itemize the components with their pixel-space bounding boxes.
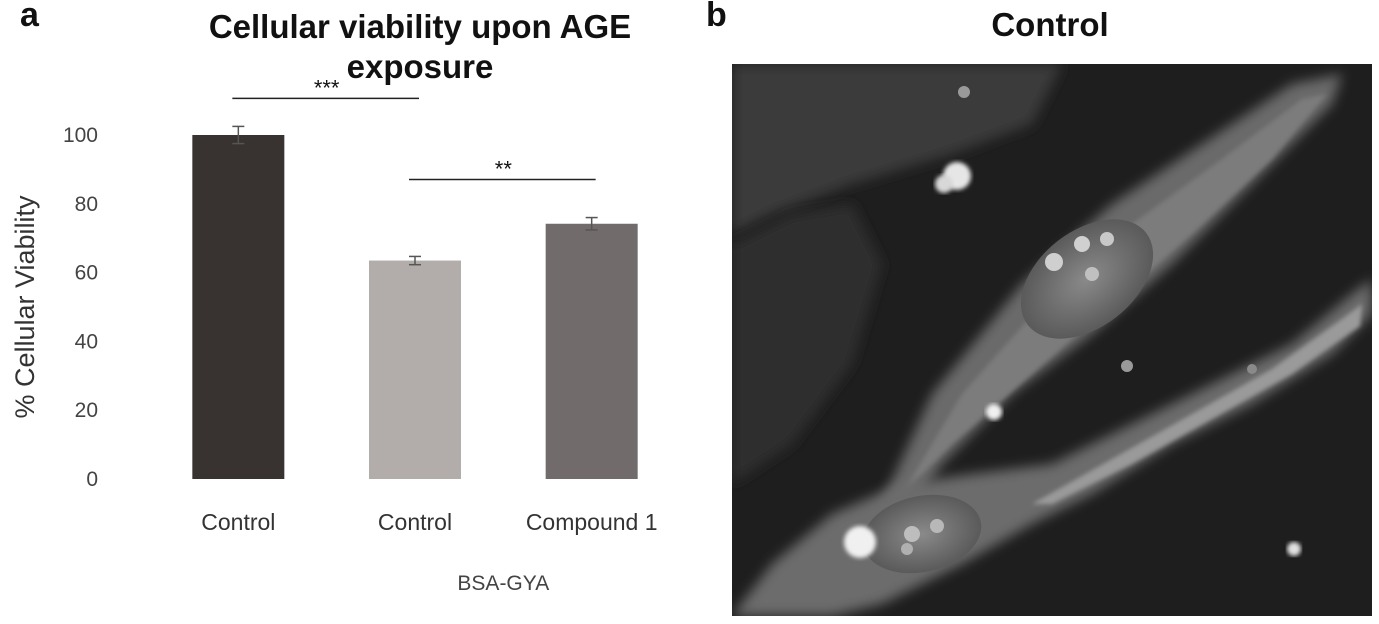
chart-title-line: Cellular viability upon AGE (209, 8, 631, 45)
panel-a-label: a (20, 0, 39, 34)
bar (369, 260, 461, 479)
significance-marker: ** (495, 157, 513, 182)
group-label: BSA-GYA (457, 572, 549, 595)
y-tick-label: 60 (75, 262, 98, 285)
x-category-label: Control (378, 509, 452, 535)
panel-b-label: b (706, 0, 727, 34)
bar (545, 223, 638, 479)
significance-marker: *** (314, 75, 340, 100)
bar (192, 135, 285, 479)
y-tick-label: 20 (75, 399, 98, 422)
y-tick-label: 40 (75, 330, 98, 353)
micrograph-title: Control (991, 6, 1109, 43)
x-category-label: Compound 1 (526, 509, 658, 535)
y-tick-label: 100 (63, 124, 98, 147)
x-category-label: Control (201, 509, 275, 535)
y-axis-label: % Cellular Viability (10, 195, 40, 419)
y-tick-label: 0 (86, 468, 98, 491)
micrograph-image (732, 64, 1372, 616)
y-tick-label: 80 (75, 193, 98, 216)
chart-title-line: exposure (347, 48, 494, 85)
